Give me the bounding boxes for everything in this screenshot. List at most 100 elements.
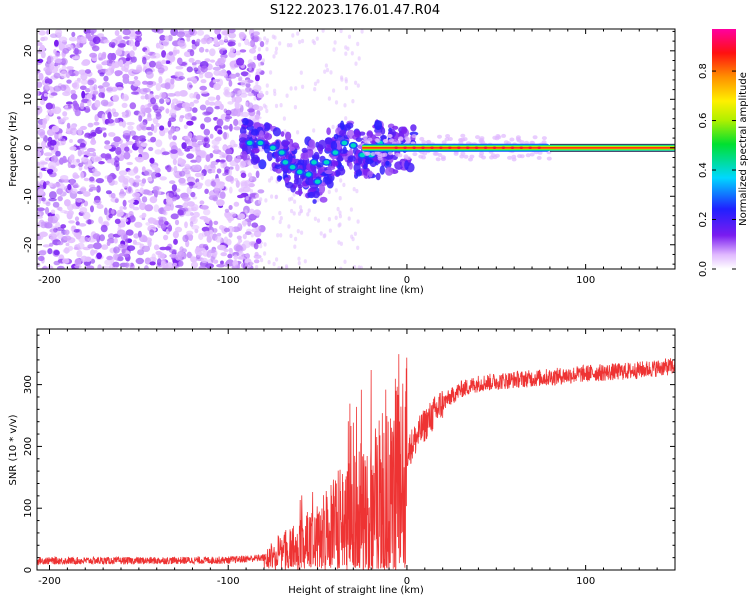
noise-blob xyxy=(154,149,162,155)
fringe-blob xyxy=(297,256,301,261)
noise-blob xyxy=(184,163,190,168)
noise-blob xyxy=(44,76,50,82)
noise-blob xyxy=(153,109,162,114)
noise-blob xyxy=(247,63,254,68)
scatter-blob xyxy=(275,168,282,174)
noise-blob xyxy=(170,102,175,110)
noise-blob xyxy=(174,226,183,233)
tone-dot xyxy=(412,146,417,149)
noise-blob xyxy=(89,29,97,34)
noise-blob xyxy=(223,125,230,130)
fringe-blob xyxy=(263,36,267,41)
noise-blob xyxy=(58,132,63,140)
fringe-blob xyxy=(237,215,241,220)
noise-blob xyxy=(144,204,154,212)
noise-blob xyxy=(225,154,233,162)
noise-blob xyxy=(69,178,75,186)
noise-blob xyxy=(146,81,154,85)
noise-blob xyxy=(170,29,179,36)
noise-blob xyxy=(94,157,103,162)
noise-blob xyxy=(149,157,155,164)
scatter-blob xyxy=(325,137,333,145)
fringe-blob xyxy=(271,215,275,221)
noise-blob xyxy=(202,244,209,249)
noise-blob xyxy=(69,146,77,151)
noise-blob xyxy=(71,225,76,230)
noise-blob xyxy=(60,224,67,229)
noise-blob xyxy=(202,111,211,116)
fringe-blob xyxy=(263,242,267,247)
scatter-blob xyxy=(339,149,348,154)
noise-blob xyxy=(200,123,206,130)
noise-blob xyxy=(73,49,82,55)
noise-blob xyxy=(101,244,109,250)
noise-blob xyxy=(235,245,243,252)
noise-blob xyxy=(184,200,189,205)
tone-halo xyxy=(460,151,466,156)
noise-blob xyxy=(163,127,169,133)
tone-halo xyxy=(546,156,552,161)
noise-blob xyxy=(150,123,155,132)
fringe-blob xyxy=(339,178,343,183)
scatter-blob xyxy=(348,162,353,170)
noise-blob xyxy=(228,32,237,39)
noise-blob xyxy=(187,82,193,90)
noise-blob xyxy=(114,218,121,224)
fringe-blob xyxy=(265,90,269,96)
tone-halo xyxy=(383,139,389,143)
noise-blob xyxy=(212,228,218,233)
tone-halo xyxy=(516,138,522,143)
fringe-blob xyxy=(291,33,295,38)
tone-dot xyxy=(474,146,479,149)
noise-blob xyxy=(141,166,146,173)
noise-blob xyxy=(209,133,214,139)
fringe-blob xyxy=(312,128,316,133)
noise-blob xyxy=(195,93,201,100)
fringe-blob xyxy=(265,108,269,114)
noise-blob xyxy=(54,213,60,221)
noise-blob xyxy=(173,238,178,245)
fringe-blob xyxy=(289,233,293,239)
fringe-blob xyxy=(250,198,254,203)
noise-blob xyxy=(213,83,221,91)
noise-blob xyxy=(139,187,144,194)
scatter-blob xyxy=(330,140,338,151)
noise-blob xyxy=(61,258,70,264)
fringe-blob xyxy=(285,93,289,98)
scatter-blob xyxy=(385,160,390,166)
noise-blob xyxy=(167,120,172,128)
noise-blob xyxy=(165,108,170,114)
tone-halo xyxy=(437,134,442,139)
noise-blob xyxy=(248,208,255,214)
noise-blob xyxy=(113,253,118,261)
noise-blob xyxy=(179,170,186,177)
noise-blob xyxy=(177,151,184,156)
noise-blob xyxy=(120,218,129,223)
fringe-blob xyxy=(334,100,339,105)
noise-blob xyxy=(198,150,207,159)
fringe-blob xyxy=(329,70,333,75)
noise-blob xyxy=(189,93,195,99)
noise-blob xyxy=(138,146,144,154)
noise-blob xyxy=(155,83,162,91)
noise-blob xyxy=(81,60,90,66)
noise-blob xyxy=(113,266,118,269)
noise-blob xyxy=(159,34,166,41)
scatter-blob xyxy=(358,131,366,136)
noise-blob xyxy=(219,69,227,77)
noise-blob xyxy=(193,211,200,218)
noise-blob xyxy=(219,159,226,163)
noise-blob xyxy=(75,221,80,226)
noise-blob xyxy=(236,155,241,161)
noise-blob xyxy=(147,217,156,224)
noise-blob xyxy=(66,101,73,105)
noise-blob xyxy=(90,205,94,213)
tone-dot xyxy=(528,146,533,149)
scatter-blob xyxy=(380,127,386,135)
noise-blob xyxy=(56,188,63,195)
noise-blob xyxy=(141,196,148,203)
noise-blob xyxy=(100,153,107,159)
noise-blob xyxy=(80,186,87,193)
